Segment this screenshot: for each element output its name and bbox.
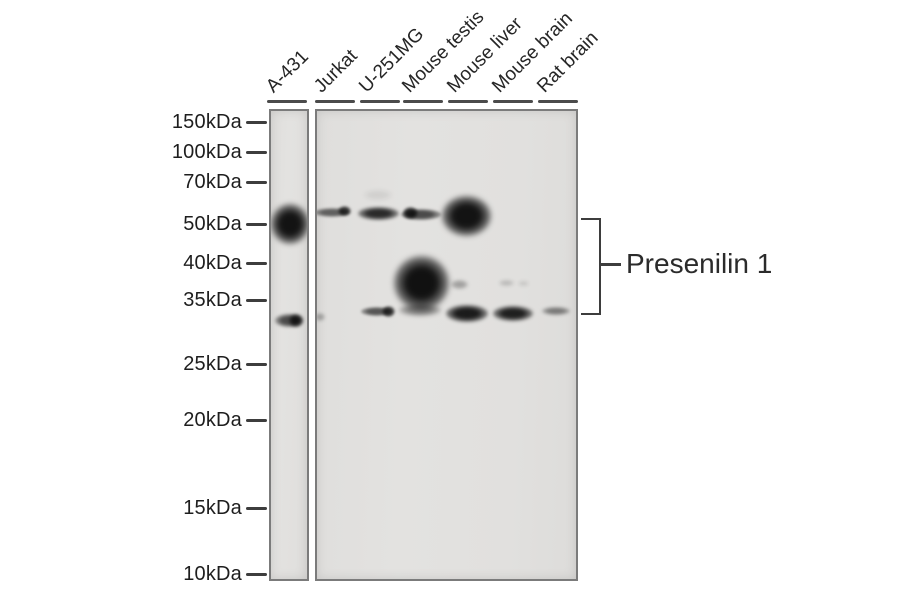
band (542, 307, 570, 315)
mw-label-25kda: 25kDa (183, 353, 242, 375)
mw-tick-15kda (246, 506, 267, 510)
mw-label-15kda: 15kDa (183, 497, 242, 519)
mw-tick-10kda (246, 572, 267, 576)
band (317, 207, 350, 217)
lane-dash (315, 100, 355, 103)
band (498, 280, 514, 286)
lane-dash (538, 100, 578, 103)
mw-tick-70kda (246, 180, 267, 184)
band (381, 305, 395, 317)
band (399, 304, 441, 316)
mw-tick-25kda (246, 362, 267, 366)
band (337, 206, 351, 216)
lane-dash (493, 100, 533, 103)
band (402, 207, 418, 219)
mw-label-100kda: 100kDa (171, 141, 242, 163)
band-layer-panel-2 (317, 111, 576, 579)
mw-tick-50kda (246, 222, 267, 226)
band (357, 206, 399, 220)
mw-label-70kda: 70kDa (183, 171, 242, 193)
annotation-bracket-dash (599, 263, 621, 266)
mw-tick-20kda (246, 418, 267, 422)
mw-label-20kda: 20kDa (183, 409, 242, 431)
annotation-bracket (581, 218, 601, 315)
lane-dash (403, 100, 443, 103)
annotation-label: Presenilin 1 (626, 248, 773, 279)
mw-tick-150kda (246, 120, 267, 124)
mw-label-10kda: 10kDa (183, 563, 242, 585)
band (446, 304, 488, 322)
band-layer-panel-1 (271, 111, 307, 579)
lane-label: A-431 (262, 46, 313, 97)
band (289, 313, 303, 327)
band (441, 196, 491, 236)
band (317, 313, 325, 321)
band (393, 256, 449, 310)
mw-label-150kda: 150kDa (171, 111, 242, 133)
lane-dash (360, 100, 400, 103)
lane-label: Jurkat (310, 45, 362, 97)
mw-tick-40kda (246, 261, 267, 265)
band (517, 280, 529, 286)
band (450, 279, 468, 289)
band (360, 306, 392, 316)
band (364, 190, 392, 200)
mw-tick-100kda (246, 150, 267, 154)
blot-panel-main (315, 109, 578, 581)
band (493, 305, 533, 321)
mw-label-50kda: 50kDa (183, 213, 242, 235)
mw-tick-35kda (246, 298, 267, 302)
lane-dash (267, 100, 307, 103)
mw-label-40kda: 40kDa (183, 252, 242, 274)
band (271, 204, 307, 244)
blot-panel-a431 (269, 109, 309, 581)
lane-dash (448, 100, 488, 103)
band (401, 208, 441, 220)
mw-label-35kda: 35kDa (183, 289, 242, 311)
